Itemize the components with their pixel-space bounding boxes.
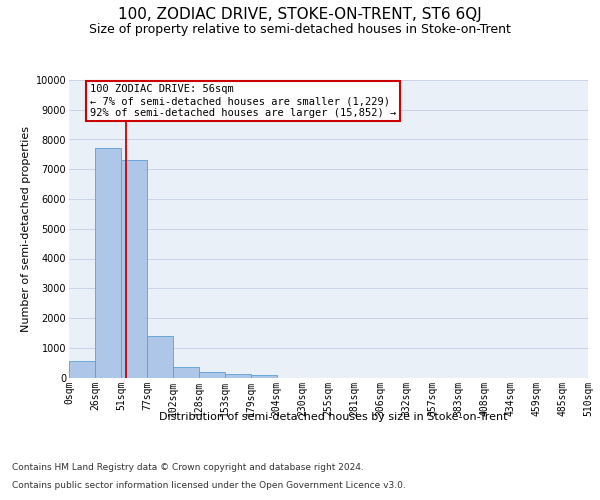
Text: 100 ZODIAC DRIVE: 56sqm
← 7% of semi-detached houses are smaller (1,229)
92% of : 100 ZODIAC DRIVE: 56sqm ← 7% of semi-det… [90,84,396,117]
Bar [173,368,199,378]
Text: 100, ZODIAC DRIVE, STOKE-ON-TRENT, ST6 6QJ: 100, ZODIAC DRIVE, STOKE-ON-TRENT, ST6 6… [118,8,482,22]
Y-axis label: Number of semi-detached properties: Number of semi-detached properties [22,126,31,332]
Bar [251,375,277,378]
Text: Contains public sector information licensed under the Open Government Licence v3: Contains public sector information licen… [12,481,406,490]
Bar [69,361,95,378]
Text: Size of property relative to semi-detached houses in Stoke-on-Trent: Size of property relative to semi-detach… [89,22,511,36]
Bar [121,160,147,378]
Bar [225,374,251,378]
Bar [199,372,224,378]
Text: Distribution of semi-detached houses by size in Stoke-on-Trent: Distribution of semi-detached houses by … [159,412,507,422]
Bar [95,148,121,378]
Text: Contains HM Land Registry data © Crown copyright and database right 2024.: Contains HM Land Registry data © Crown c… [12,464,364,472]
Bar [147,336,173,378]
